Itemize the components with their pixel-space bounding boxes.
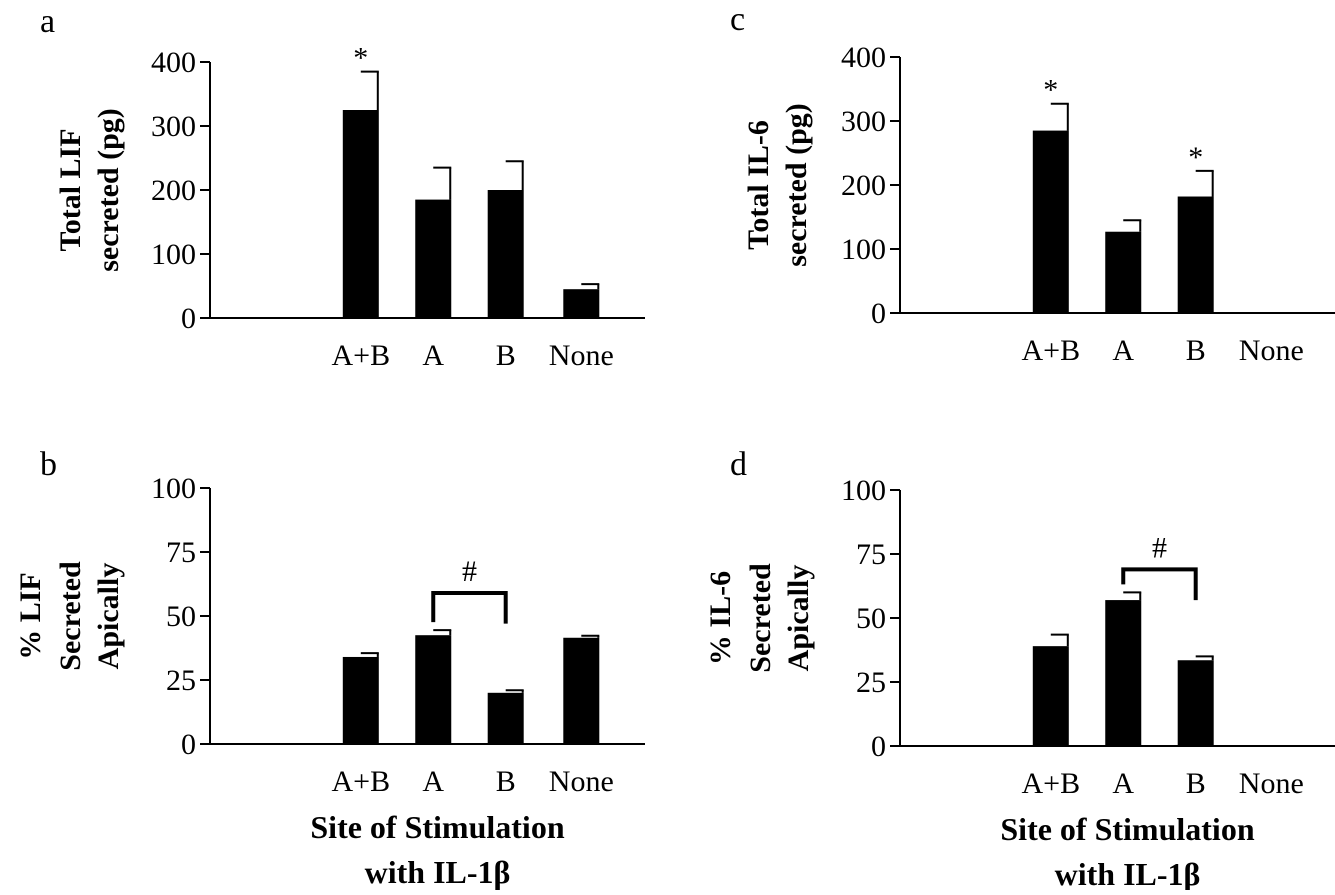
panel-b: b 0 25 50 75 100 % LIF Secreted Apically A+B A B Non… (14, 446, 645, 890)
y-tick-label: 400 (151, 46, 196, 79)
bar (1032, 646, 1069, 746)
x-tick-label: A+B (332, 339, 391, 372)
bar (1105, 231, 1142, 313)
bar (1177, 196, 1214, 313)
bar (342, 110, 379, 318)
y-axis-label: Apically (782, 565, 815, 672)
x-tick-label: None (549, 339, 614, 372)
bracket-marker: # (462, 555, 477, 588)
x-axis-label: with IL-1β (365, 854, 511, 890)
y-tick-label: 0 (871, 297, 886, 330)
y-tick-label: 200 (841, 169, 886, 202)
y-axis-label: Total LIF (54, 128, 87, 251)
y-axis-label: Secreted (744, 563, 777, 673)
y-tick-label: 300 (841, 105, 886, 138)
x-tick-label: B (496, 765, 516, 798)
x-tick-label: A (1112, 767, 1134, 800)
bar (1032, 130, 1069, 313)
panel-c: c 0 100 200 300 400 Total IL-6 secreted (pg) A+B… (730, 1, 1335, 367)
x-tick-label: None (1239, 334, 1304, 367)
panel-a: a 0 100 200 300 400 Total LIF secreted (pg) A+B A… (40, 3, 645, 372)
x-tick-label: None (549, 765, 614, 798)
x-tick-label: A (422, 765, 444, 798)
bar (415, 635, 452, 744)
bracket-marker: # (1152, 531, 1167, 564)
bar (563, 637, 600, 744)
x-tick-label: A (1112, 334, 1134, 367)
comparison-bracket (1121, 567, 1198, 601)
y-tick-label: 100 (151, 238, 196, 271)
significance-marker: * (1043, 74, 1058, 107)
y-tick-label: 0 (871, 730, 886, 763)
significance-marker: * (353, 42, 368, 75)
y-axis-label: secreted (pg) (92, 108, 125, 272)
panel-d: d 0 25 50 75 100 % IL-6 Secreted Apically A+B A B No… (704, 446, 1335, 892)
y-axis-label: Secreted (54, 561, 87, 671)
bar (1105, 600, 1142, 746)
y-tick-label: 400 (841, 41, 886, 74)
y-tick-label: 75 (856, 538, 886, 571)
y-tick-label: 75 (166, 536, 196, 569)
x-tick-label: B (1186, 767, 1206, 800)
panel-letter: c (730, 1, 745, 38)
bar (415, 199, 452, 318)
y-tick-label: 200 (151, 174, 196, 207)
bar (342, 656, 379, 744)
x-axis-label: Site of Stimulation (310, 809, 564, 845)
x-tick-label: A+B (1022, 767, 1081, 800)
bar (1177, 660, 1214, 746)
significance-marker: * (1188, 141, 1203, 174)
y-tick-label: 0 (181, 728, 196, 761)
y-tick-label: 100 (841, 474, 886, 507)
x-axis-label: Site of Stimulation (1000, 811, 1254, 847)
y-axis-label: secreted (pg) (780, 103, 813, 267)
panel-letter: b (40, 446, 57, 483)
x-tick-label: A+B (1022, 334, 1081, 367)
panel-letter: a (40, 3, 55, 40)
y-tick-label: 300 (151, 110, 196, 143)
y-axis-label: Apically (92, 563, 125, 670)
y-tick-label: 50 (166, 600, 196, 633)
y-axis-label: % IL-6 (704, 571, 737, 665)
comparison-bracket (431, 590, 508, 624)
x-tick-label: B (496, 339, 516, 372)
x-tick-label: B (1186, 334, 1206, 367)
x-tick-label: A (422, 339, 444, 372)
panel-letter: d (730, 446, 747, 483)
y-tick-label: 25 (856, 666, 886, 699)
y-tick-label: 100 (151, 472, 196, 505)
bar (487, 190, 524, 318)
y-tick-label: 50 (856, 602, 886, 635)
x-tick-label: None (1239, 767, 1304, 800)
y-tick-label: 25 (166, 664, 196, 697)
y-axis-label: Total IL-6 (742, 120, 775, 250)
y-tick-label: 100 (841, 233, 886, 266)
bar (487, 692, 524, 744)
x-axis-label: with IL-1β (1055, 856, 1201, 890)
x-tick-label: A+B (332, 765, 391, 798)
bar (563, 289, 600, 318)
y-axis-label: % LIF (14, 572, 47, 660)
y-tick-label: 0 (181, 302, 196, 335)
